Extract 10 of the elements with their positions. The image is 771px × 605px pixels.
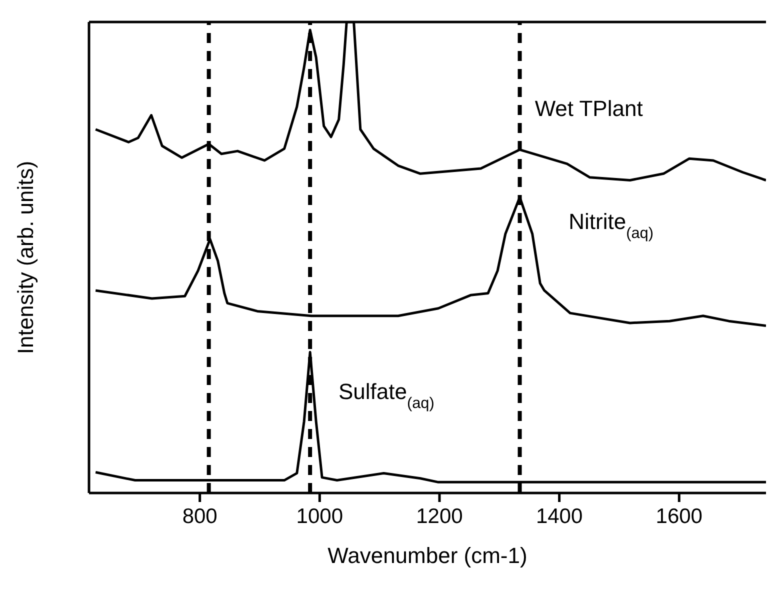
series-label: Sulfate$_{(aq)}$	[338, 378, 434, 412]
y-axis-title: Intensity (arb. units)	[13, 160, 38, 354]
x-axis-title: Wavenumber (cm-1)	[328, 543, 528, 568]
series-label: Nitrite$_{(aq)}$	[568, 209, 654, 242]
x-tick-label: 800	[182, 504, 218, 528]
x-tick-label: 1400	[536, 504, 583, 528]
x-tick-label: 1000	[296, 504, 344, 528]
x-tick-label: 1200	[416, 504, 463, 528]
series-label: Wet TPlant	[534, 96, 643, 122]
x-tick-label: 1600	[656, 504, 702, 528]
